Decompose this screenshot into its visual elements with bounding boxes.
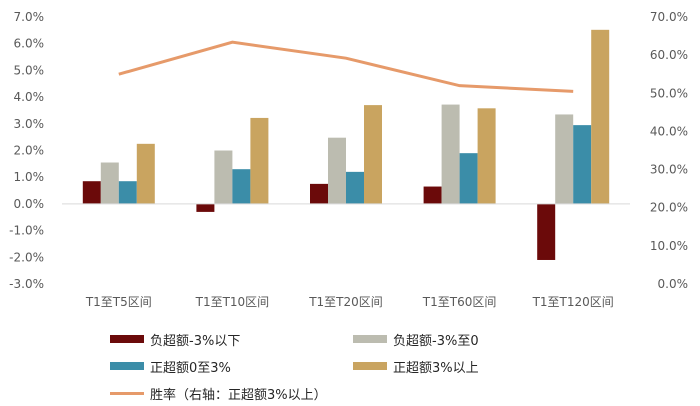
left-tick-label: 1.0%	[14, 170, 45, 184]
bar	[328, 137, 346, 204]
left-tick-label: -3.0%	[9, 277, 44, 291]
bar	[100, 162, 119, 204]
right-tick-label: 70.0%	[650, 10, 688, 24]
legend-item-pos-0-to-3: 正超额0至3%	[110, 355, 231, 377]
bar	[364, 105, 382, 204]
left-tick-label: 0.0%	[14, 197, 45, 211]
win-rate-line	[118, 40, 574, 93]
legend-swatch-win-rate	[110, 391, 144, 395]
right-tick-label: 30.0%	[650, 163, 688, 177]
legend-label: 负超额-3%至0	[393, 333, 479, 349]
category-label: T1至T120区间	[532, 295, 614, 309]
left-tick-label: 6.0%	[14, 37, 45, 51]
right-axis-ticks: 0.0% 10.0% 20.0% 30.0% 40.0% 50.0% 60.0% 70.0%	[650, 10, 688, 291]
bar	[250, 117, 269, 204]
left-tick-label: 3.0%	[14, 117, 45, 131]
chart: -3.0% -2.0% -1.0% 0.0% 1.0% 2.0% 3.0% 4.0% 5.0% 6…	[9, 10, 688, 309]
legend-swatch-pos-above-3	[353, 362, 387, 370]
bar	[310, 183, 328, 204]
right-tick-label: 10.0%	[650, 239, 688, 253]
category-label: T1至T20区间	[308, 295, 383, 309]
legend-label: 胜率（右轴：正超额3%以上）	[150, 387, 327, 403]
bar	[423, 186, 442, 204]
bar	[346, 171, 364, 204]
bar	[591, 29, 610, 204]
legend-label: 负超额-3%以下	[150, 333, 241, 349]
legend-swatch-pos-0-to-3	[110, 362, 144, 370]
left-tick-label: 2.0%	[14, 144, 45, 158]
legend-label: 正超额3%以上	[393, 360, 479, 376]
right-tick-label: 0.0%	[658, 277, 689, 291]
legend-swatch-neg-3-to-0	[353, 335, 387, 343]
bar	[82, 181, 101, 204]
right-tick-label: 50.0%	[650, 86, 688, 100]
bar	[477, 108, 496, 204]
bar	[537, 203, 556, 260]
legend: 负超额-3%以下 负超额-3%至0 正超额0至3% 正超额3%以上 胜率（右轴：…	[0, 300, 700, 406]
category-labels: T1至T5区间 T1至T10区间 T1至T20区间 T1至T60区间 T1至T120区间	[85, 295, 614, 309]
legend-item-pos-above-3: 正超额3%以上	[353, 355, 479, 377]
legend-item-neg-3-to-0: 负超额-3%至0	[353, 328, 479, 350]
left-axis-ticks: -3.0% -2.0% -1.0% 0.0% 1.0% 2.0% 3.0% 4.0% 5.0% 6…	[9, 10, 44, 291]
right-tick-label: 60.0%	[650, 48, 688, 62]
bar	[441, 104, 460, 204]
left-tick-label: 5.0%	[14, 63, 45, 77]
bar	[573, 125, 592, 204]
legend-swatch-neg-below-3	[110, 335, 144, 343]
bar	[214, 150, 233, 204]
bar	[459, 153, 478, 204]
bar	[196, 203, 215, 212]
left-tick-label: -1.0%	[9, 224, 44, 238]
left-tick-label: -2.0%	[9, 250, 44, 264]
left-tick-label: 4.0%	[14, 90, 45, 104]
bar	[555, 114, 574, 204]
left-tick-label: 7.0%	[14, 10, 45, 24]
bar-series	[82, 29, 610, 260]
category-label: T1至T5区间	[85, 295, 152, 309]
legend-item-neg-below-3: 负超额-3%以下	[110, 328, 240, 350]
legend-item-win-rate: 胜率（右轴：正超额3%以上）	[110, 382, 327, 404]
category-label: T1至T10区间	[195, 295, 270, 309]
bar	[136, 143, 155, 204]
category-label: T1至T60区间	[422, 295, 497, 309]
right-tick-label: 40.0%	[650, 124, 688, 138]
bar	[232, 169, 251, 204]
bar	[118, 181, 137, 204]
legend-label: 正超额0至3%	[150, 360, 231, 376]
right-tick-label: 20.0%	[650, 201, 688, 215]
